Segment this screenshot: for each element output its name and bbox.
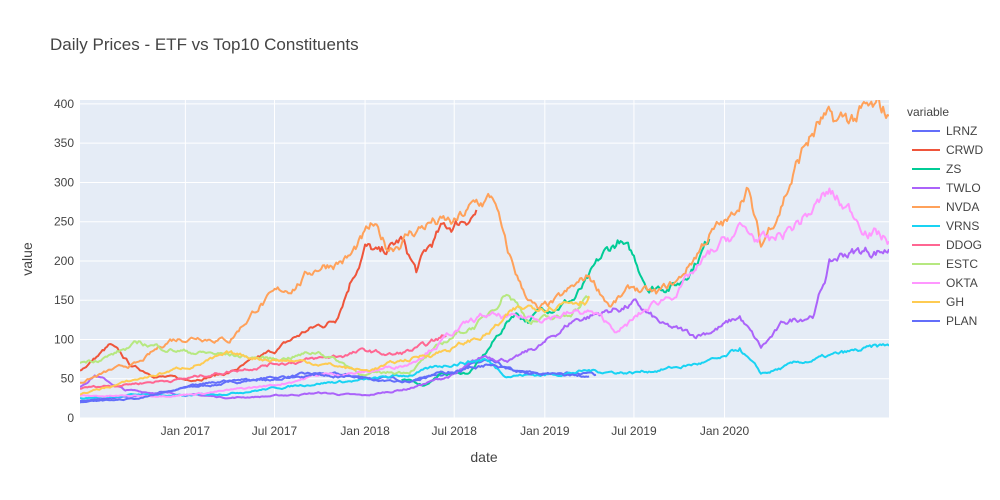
series-line-vrns [80,343,889,400]
y-tick-label: 100 [54,332,74,346]
legend-label-gh[interactable]: GH [946,295,964,309]
x-tick-labels: Jan 2017 Jul 2017 Jan 2018 Jul 2018 Jan 2019… [161,424,750,438]
series-line-ddog [80,334,447,390]
legend-label-nvda[interactable]: NVDA [946,200,979,214]
x-tick-label: Jul 2019 [611,424,657,438]
series-line-estc [80,293,590,377]
y-tick-label: 300 [54,175,74,189]
legend-label-lrnz[interactable]: LRNZ [946,124,977,138]
series-line-okta [80,187,889,398]
series-line-gh [80,295,591,396]
grid-lines [80,100,889,419]
legend-label-ddog[interactable]: DDOG [946,238,982,252]
legend-label-okta[interactable]: OKTA [946,276,978,290]
series-line-nvda [80,100,889,384]
legend-label-vrns[interactable]: VRNS [946,219,979,233]
y-tick-label: 350 [54,136,74,150]
legend-label-estc[interactable]: ESTC [946,257,978,271]
x-tick-label: Jan 2020 [700,424,750,438]
x-tick-label: Jan 2017 [161,424,211,438]
series-line-plan [80,363,590,404]
y-tick-label: 0 [67,411,74,425]
y-tick-label: 250 [54,215,74,229]
y-tick-labels: 0 50 100 150 200 250 300 350 400 [54,97,74,425]
x-tick-label: Jul 2017 [252,424,298,438]
legend-label-zs[interactable]: ZS [946,162,961,176]
x-tick-label: Jan 2019 [520,424,570,438]
x-tick-label: Jan 2018 [340,424,390,438]
legend: variable LRNZ CRWD ZS TWLO NVDA VRNS DDOG ESTC O… [907,105,983,328]
y-tick-label: 50 [61,372,75,386]
plot-area [80,100,889,418]
series-line-crwd [80,209,478,383]
x-axis-title: date [470,449,497,465]
y-tick-label: 400 [54,97,74,111]
series-line-twlo [80,246,889,400]
chart-title: Daily Prices - ETF vs Top10 Constituents [50,35,359,54]
legend-label-plan[interactable]: PLAN [946,314,977,328]
legend-label-twlo[interactable]: TWLO [946,181,981,195]
y-tick-label: 200 [54,254,74,268]
y-tick-label: 150 [54,293,74,307]
series-lines [80,100,889,404]
legend-label-crwd[interactable]: CRWD [946,143,983,157]
legend-title: variable [907,105,949,119]
x-tick-label: Jul 2018 [432,424,478,438]
y-axis-title: value [19,242,35,276]
